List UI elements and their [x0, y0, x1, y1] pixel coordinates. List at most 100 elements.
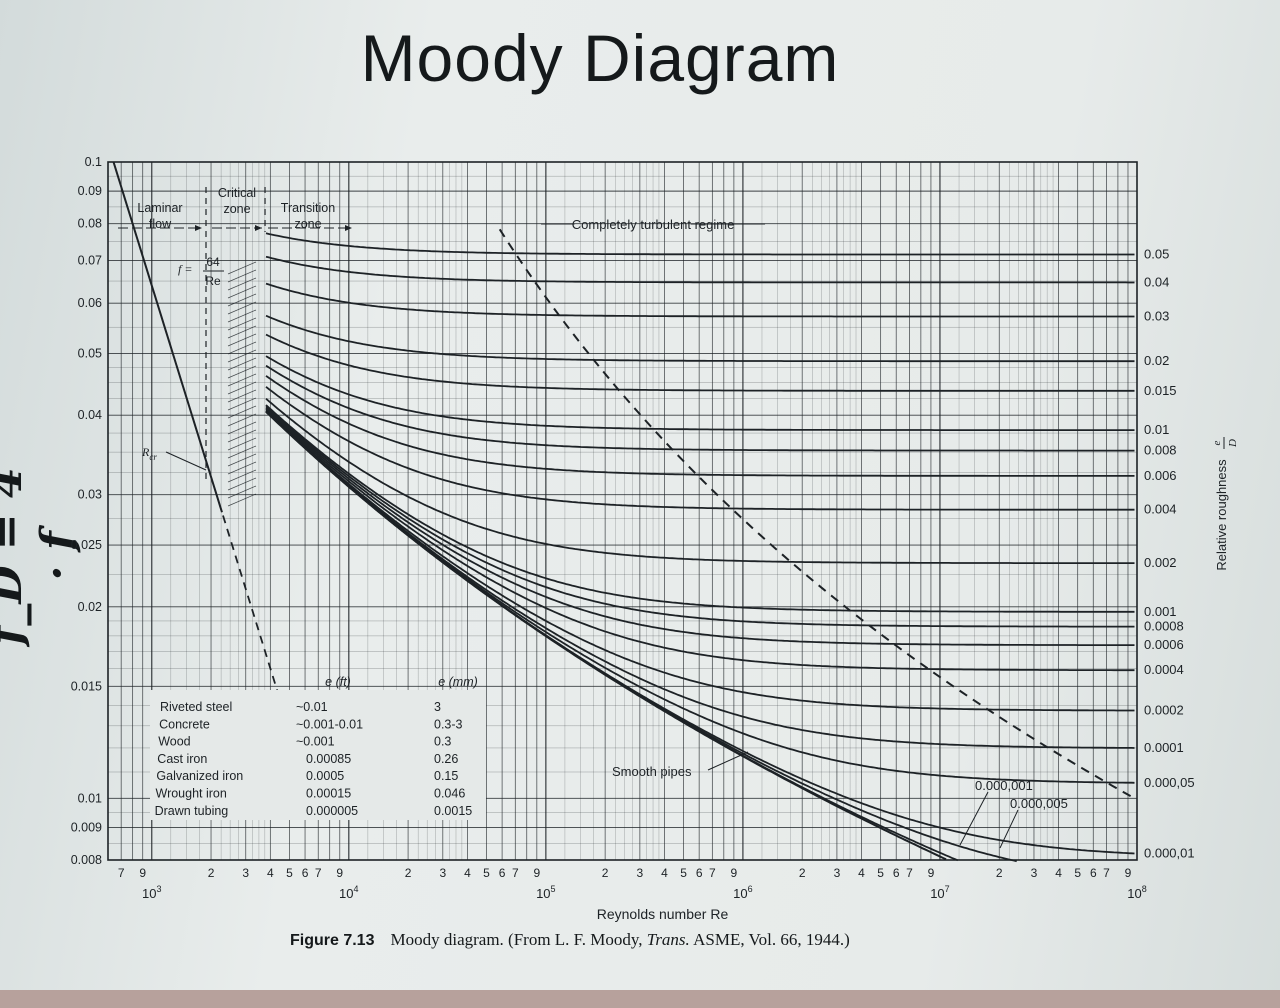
hatch-line [227, 269, 257, 283]
hatch-line [227, 333, 257, 347]
roughness-label: 0.0001 [1144, 740, 1184, 755]
table-material: Wrought iron [156, 787, 227, 801]
roughness-inline-label: 0.000,005 [1010, 796, 1068, 811]
roughness-inline-label: 0.000,001 [975, 778, 1033, 793]
table-e-ft: ~0.01 [296, 700, 328, 714]
x-tick-label: 9 [139, 866, 146, 880]
hatch-line [227, 477, 257, 491]
table-material: Galvanized iron [156, 769, 243, 783]
figure-number: Figure 7.13 [290, 932, 375, 949]
table-material: Drawn tubing [155, 804, 229, 818]
table-e-mm: 0.0015 [434, 804, 472, 818]
y-tick-label: 0.1 [85, 155, 102, 169]
x-tick-label: 7 [118, 866, 125, 880]
chart-labels: 0.05 0.04 0.03 0.02 0.015 0.01 0.008 0.006 0.004… [137, 186, 1194, 861]
x-decade-label: 107 [930, 884, 949, 901]
roughness-leader-line [959, 791, 989, 846]
y-tick-label: 0.008 [71, 853, 102, 867]
smooth-pipe-curve [265, 410, 947, 861]
zone-arrowhead [195, 225, 202, 231]
hatch-line [227, 421, 257, 435]
table-header-mm: e (mm) [438, 675, 478, 689]
roughness-label: 0.04 [1144, 274, 1169, 289]
critical-zone-hatch [227, 261, 257, 507]
y-tick-label: 0.05 [78, 347, 102, 361]
roughness-curve [265, 282, 1135, 318]
figure-caption: Figure 7.13 Moody diagram. (From L. F. Mo… [290, 930, 850, 950]
table-material: Riveted steel [160, 700, 232, 714]
materials-table: e (ft) e (mm) Riveted steel ~0.01 3 Concrete ~… [150, 675, 486, 820]
zone-label-critical: Critical [218, 186, 256, 200]
y-tick-label: 0.08 [78, 217, 102, 231]
x-tick-label: 5 [680, 866, 687, 880]
y-tick-label: 0.025 [71, 538, 102, 552]
zone-markers [118, 187, 352, 507]
x-tick-label: 6 [696, 866, 703, 880]
hatch-line [227, 357, 257, 371]
y-tick-label: 0.06 [78, 296, 102, 310]
hatch-line [227, 349, 257, 363]
x-tick-label: 2 [602, 866, 609, 880]
roughness-curve [265, 255, 1135, 284]
table-e-ft: ~0.001-0.01 [296, 717, 363, 731]
x-tick-label: 9 [1125, 866, 1132, 880]
y-tick-label: 0.03 [78, 488, 102, 502]
roughness-curve [265, 404, 1135, 613]
table-material: Concrete [159, 717, 210, 731]
x-tick-label: 4 [464, 866, 471, 880]
hatch-line [227, 461, 257, 475]
roughness-label: 0.001 [1144, 604, 1177, 619]
x-tick-label: 5 [286, 866, 293, 880]
laminar-formula-den: Re [205, 274, 221, 288]
y-tick-label: 0.02 [78, 600, 102, 614]
regime-label: Completely turbulent regime [572, 217, 735, 232]
relative-roughness-text: Relative roughness [1214, 459, 1229, 571]
hatch-line [227, 261, 257, 275]
hatch-line [227, 413, 257, 427]
roughness-label: 0.008 [1144, 443, 1177, 458]
roughness-label: 0.0004 [1144, 662, 1184, 677]
y-tick-label: 0.09 [78, 184, 102, 198]
hatch-line [227, 325, 257, 339]
roughness-curve [265, 314, 1135, 363]
caption-post: ASME, Vol. 66, 1944.) [689, 930, 850, 949]
x-tick-label: 3 [1031, 866, 1038, 880]
x-tick-label: 3 [834, 866, 841, 880]
x-decade-label: 104 [339, 884, 358, 901]
x-tick-label: 3 [242, 866, 249, 880]
table-e-mm: 0.15 [434, 769, 458, 783]
zone-label-laminar: flow [149, 217, 172, 231]
x-tick-label: 9 [336, 866, 343, 880]
y-tick-label: 0.009 [71, 820, 102, 834]
x-tick-label: 7 [709, 866, 716, 880]
roughness-label: 0.004 [1144, 502, 1177, 517]
plot-frame [107, 161, 1138, 861]
roughness-label: 0.006 [1144, 468, 1177, 483]
rcr-leader [165, 451, 207, 471]
table-e-ft: 0.0005 [306, 769, 344, 783]
x-tick-label: 7 [906, 866, 913, 880]
hatch-line [227, 445, 257, 459]
y-tick-label: 0.015 [71, 679, 102, 693]
hatch-line [227, 405, 257, 419]
x-tick-label: 9 [533, 866, 540, 880]
x-tick-label: 4 [858, 866, 865, 880]
hatch-line [227, 389, 257, 403]
x-tick-label: 2 [405, 866, 412, 880]
table-e-mm: 3 [434, 700, 441, 714]
roughness-label: 0.0008 [1144, 619, 1184, 634]
laminar-line [112, 161, 223, 513]
hatch-line [227, 309, 257, 323]
x-tick-label: 2 [799, 866, 806, 880]
laminar-extension-dashed [222, 515, 282, 702]
roughness-label: 0.05 [1144, 247, 1169, 262]
roughness-curve [265, 333, 1135, 392]
hatch-line [227, 485, 257, 499]
table-e-mm: 0.3-3 [434, 717, 463, 731]
roughness-curve [265, 405, 1135, 628]
zone-arrowhead [345, 225, 352, 231]
table-background [150, 690, 486, 820]
table-material: Cast iron [157, 752, 207, 766]
roughness-curve [265, 386, 1135, 511]
roughness-label: 0.002 [1144, 555, 1177, 570]
